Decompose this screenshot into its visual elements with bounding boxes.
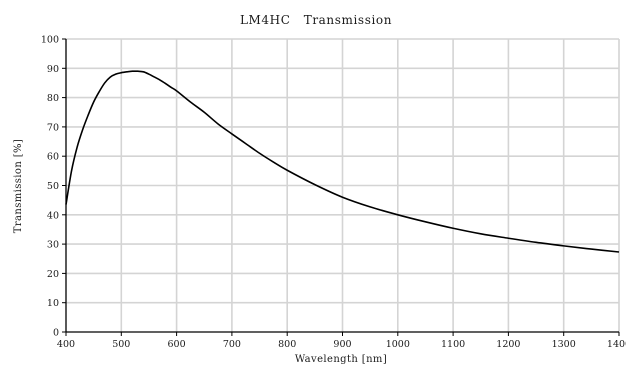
x-tick-label: 900 — [333, 339, 351, 350]
y-tick-label: 70 — [47, 122, 59, 133]
x-tick-label: 1300 — [552, 339, 576, 350]
y-tick-label: 60 — [47, 152, 59, 163]
y-tick-label: 90 — [47, 64, 59, 75]
x-tick-label: 1100 — [441, 339, 465, 350]
grid-lines — [66, 38, 620, 332]
chart-title: LM4HC Transmission — [240, 13, 392, 27]
x-tick-label: 500 — [112, 339, 130, 350]
transmission-curve — [65, 70, 620, 253]
y-tick-label: 40 — [47, 210, 59, 221]
x-axis-label: Wavelength [nm] — [295, 354, 387, 365]
y-tick-label: 30 — [47, 240, 59, 251]
y-axis-label: Transmission [%] — [13, 139, 24, 233]
y-tick-label: 20 — [47, 269, 59, 280]
y-tick-labels: 0 10 20 30 40 50 60 70 80 90 100 — [41, 35, 59, 339]
x-tick-label: 400 — [57, 339, 75, 350]
x-tick-label: 700 — [223, 339, 241, 350]
y-tick-label: 100 — [41, 35, 59, 46]
y-tick-label: 0 — [53, 328, 59, 339]
x-tick-label: 1200 — [496, 339, 520, 350]
y-tick-label: 50 — [47, 181, 59, 192]
x-tick-label: 800 — [278, 339, 296, 350]
x-tick-label: 600 — [168, 339, 186, 350]
y-tick-label: 80 — [47, 93, 59, 104]
axes — [62, 38, 620, 336]
y-tick-label: 10 — [47, 298, 59, 309]
x-tick-label: 1000 — [386, 339, 410, 350]
